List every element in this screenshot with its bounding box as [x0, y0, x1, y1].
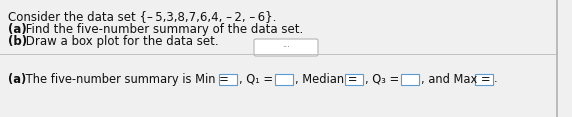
Text: Find the five-number summary of the data set.: Find the five-number summary of the data…	[22, 23, 303, 36]
FancyBboxPatch shape	[345, 73, 363, 84]
Text: ···: ···	[282, 43, 290, 52]
Text: The five-number summary is Min =: The five-number summary is Min =	[22, 73, 229, 86]
Text: , and Max =: , and Max =	[421, 73, 491, 86]
Text: .: .	[494, 73, 498, 86]
Text: Consider the data set {– 5,3,8,7,6,4, – 2, – 6}.: Consider the data set {– 5,3,8,7,6,4, – …	[8, 10, 276, 23]
Text: , Q₁ =: , Q₁ =	[239, 73, 273, 86]
Text: , Q₃ =: , Q₃ =	[365, 73, 399, 86]
Text: (b): (b)	[8, 35, 27, 48]
Text: (a): (a)	[8, 23, 27, 36]
FancyBboxPatch shape	[475, 73, 493, 84]
FancyBboxPatch shape	[254, 39, 318, 56]
Text: (a): (a)	[8, 73, 26, 86]
FancyBboxPatch shape	[219, 73, 237, 84]
Text: , Median =: , Median =	[295, 73, 358, 86]
FancyBboxPatch shape	[275, 73, 293, 84]
FancyBboxPatch shape	[401, 73, 419, 84]
Text: Draw a box plot for the data set.: Draw a box plot for the data set.	[22, 35, 219, 48]
